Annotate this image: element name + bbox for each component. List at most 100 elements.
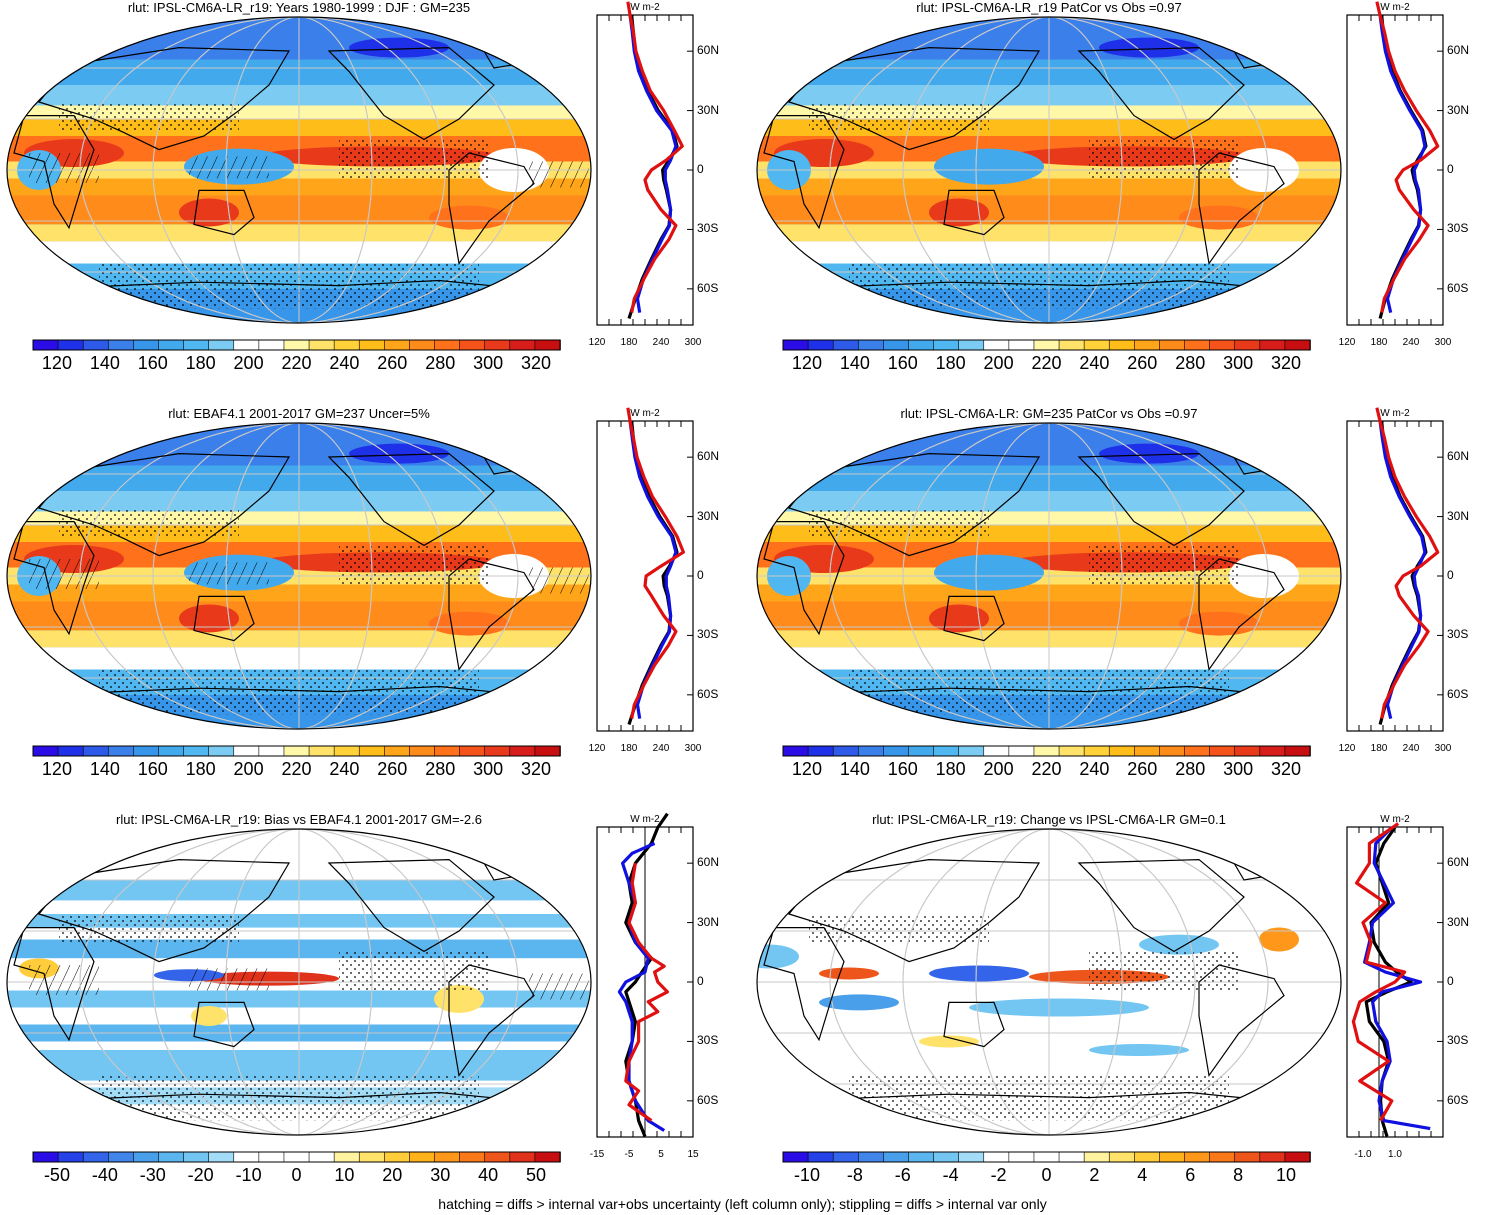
colorbar-swatch (333, 745, 361, 757)
longitude-line (902, 17, 1196, 323)
colorbar-swatch (883, 339, 910, 351)
colorbar-swatch (509, 1151, 536, 1163)
colorbar-tick-label: 120 (791, 353, 822, 373)
field-anomaly (1179, 205, 1259, 230)
colorbar-swatch (1108, 339, 1136, 351)
colorbar-swatch (333, 339, 361, 351)
field-anomaly (349, 443, 449, 464)
stippling (849, 1075, 1229, 1121)
zonal-x-label: 5 (658, 1149, 664, 1160)
coastline (448, 558, 535, 672)
zonal-mean-plot (596, 812, 694, 1138)
colorbar-swatch (1033, 745, 1060, 757)
colorbar-swatch (459, 745, 486, 757)
coastline (788, 279, 1310, 293)
zonal-series-observations (1378, 421, 1427, 719)
zonal-lat-label: 60N (1447, 855, 1470, 870)
figure-footnote: hatching = diffs > internal var+obs unce… (438, 1196, 1047, 1212)
zonal-lat-label: 60S (697, 280, 719, 295)
zonal-lat-label: 60S (1447, 1092, 1469, 1107)
colorbar-tick-label: -30 (139, 1165, 166, 1185)
coastline (193, 595, 255, 642)
colorbar-swatch (1134, 1151, 1161, 1163)
colorbar-swatch (133, 1151, 160, 1163)
colorbar-swatch (32, 745, 59, 757)
colorbar-tick-label: 200 (233, 353, 264, 373)
hatching (529, 567, 589, 594)
zonal-x-label: 120 (1338, 337, 1356, 348)
zonal-series-reference (1375, 1, 1440, 313)
colorbar-swatch (258, 339, 285, 351)
colorbar-swatch (1259, 339, 1286, 351)
colorbar-swatch (308, 1151, 335, 1163)
colorbar-swatch (258, 745, 285, 757)
zonal-series-reference (626, 407, 686, 719)
longitude-line (829, 423, 1269, 729)
zonal-lat-label: 0 (1447, 568, 1454, 582)
longitude-line (975, 423, 1123, 729)
coastline (1077, 858, 1245, 953)
colorbar-swatch (283, 1151, 310, 1163)
coastline (1198, 152, 1285, 266)
colorbar-tick-label: 10 (334, 1165, 355, 1185)
colorbar-tick-label: -10 (235, 1165, 262, 1185)
panel-middle-left: rlut: EBAF4.1 2001-2017 GM=237 Uncer=5% 1… (0, 406, 735, 806)
colorbar-swatch (832, 745, 860, 757)
colorbar-swatch (1284, 339, 1311, 351)
zonal-lat-label: 60N (1447, 449, 1470, 464)
world-map (756, 422, 1342, 730)
colorbar-tick-label: 280 (425, 759, 456, 779)
field-anomaly (757, 944, 799, 969)
colorbar-swatch (233, 745, 260, 757)
colorbar (32, 745, 561, 757)
zonal-x-label: 180 (620, 337, 638, 348)
zonal-lat-label: 60S (1447, 686, 1469, 701)
colorbar-swatch (1159, 339, 1186, 351)
colorbar-tick-label: 8 (1233, 1165, 1244, 1185)
field-anomaly (934, 148, 1044, 185)
colorbar-swatch (384, 1151, 411, 1163)
colorbar-swatch (183, 1151, 210, 1163)
coastline (327, 46, 495, 141)
panel-middle-right: rlut: IPSL-CM6A-LR: GM=235 PatCor vs Obs… (750, 406, 1485, 806)
longitude-line (902, 829, 1196, 1135)
colorbar-swatch (1184, 339, 1211, 351)
colorbar-swatch (409, 339, 436, 351)
zonal-x-label: 240 (1402, 337, 1420, 348)
zonal-x-label: 120 (588, 337, 606, 348)
colorbar-swatch (1083, 339, 1111, 351)
colorbar-swatch (933, 745, 960, 757)
colorbar-swatch (782, 745, 809, 757)
colorbar-tick-label: 320 (1271, 759, 1302, 779)
colorbar-swatch (1159, 1151, 1186, 1163)
colorbar-swatch (57, 339, 84, 351)
colorbar-swatch (1234, 745, 1261, 757)
map-field (757, 17, 1341, 323)
colorbar-swatch (807, 745, 834, 757)
longitude-line (79, 829, 519, 1135)
colorbar-border (782, 745, 1311, 757)
zonal-x-label: 240 (1402, 743, 1420, 754)
colorbar-swatch (384, 745, 411, 757)
zonal-lat-label: 30S (1447, 221, 1469, 236)
zonal-lat-label: 0 (697, 162, 704, 176)
colorbar-swatch (484, 1151, 511, 1163)
zonal-mean-plot (1346, 1, 1444, 326)
colorbar-swatch (807, 339, 834, 351)
coastline (193, 1001, 255, 1048)
colorbar-swatch (358, 339, 386, 351)
colorbar-swatch (1184, 1151, 1211, 1163)
colorbar-tick-label: -40 (91, 1165, 118, 1185)
zonal-mean-plot (1346, 407, 1444, 732)
zonal-mean-plot (596, 1, 694, 326)
stippling (849, 669, 1229, 715)
colorbar-swatch (107, 1151, 135, 1163)
colorbar-tick-label: 300 (1223, 353, 1254, 373)
colorbar-tick-label: 220 (1031, 759, 1062, 779)
coastline (943, 595, 1005, 642)
world-map (6, 422, 592, 730)
zonal-x-label: -1.0 (1354, 1149, 1372, 1160)
colorbar-tick-label: 220 (1031, 353, 1062, 373)
zonal-x-label: 15 (687, 1149, 699, 1160)
map-field (757, 829, 1341, 1135)
